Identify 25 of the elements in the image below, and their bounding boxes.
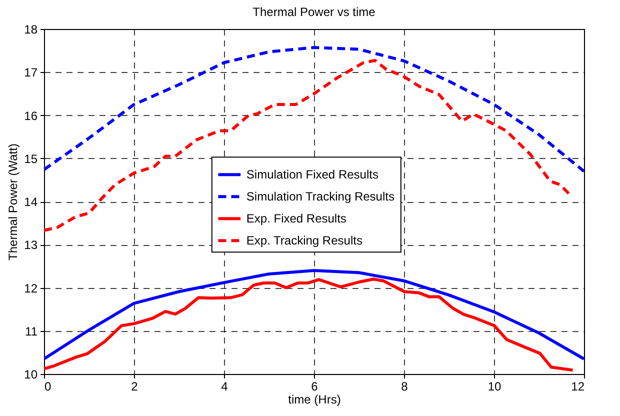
y-tick-label: 14	[24, 195, 38, 209]
x-tick-label: 8	[401, 380, 408, 394]
y-tick-label: 12	[24, 281, 38, 296]
x-tick-label: 2	[131, 380, 138, 394]
x-tick-label: 6	[311, 380, 318, 394]
x-tick-label: 12	[571, 380, 585, 394]
y-axis-title: Thermal Power (Watt)	[6, 144, 20, 260]
y-tick-label: 10	[24, 368, 38, 382]
y-tick-label: 13	[24, 238, 38, 252]
chart-title: Thermal Power vs time	[252, 5, 376, 19]
legend-label: Simulation Fixed Results	[246, 168, 378, 182]
x-tick-label: 4	[221, 380, 228, 394]
y-tick-label: 15	[24, 152, 38, 166]
line-series	[44, 269, 584, 360]
legend-label: Simulation Tracking Results	[246, 190, 394, 204]
line-series	[44, 278, 574, 372]
y-tick-label: 16	[24, 108, 38, 123]
x-tick-label: 0	[44, 380, 52, 394]
legend-label: Exp. Fixed Results	[246, 212, 346, 226]
legend-label: Exp. Tracking Results	[246, 234, 362, 248]
x-axis-title: time (Hrs)	[288, 392, 341, 406]
y-tick-label: 17	[24, 66, 38, 80]
x-tick-label: 10	[488, 380, 502, 394]
y-tick-label: 11	[25, 324, 38, 338]
y-tick-label: 18	[24, 22, 38, 36]
